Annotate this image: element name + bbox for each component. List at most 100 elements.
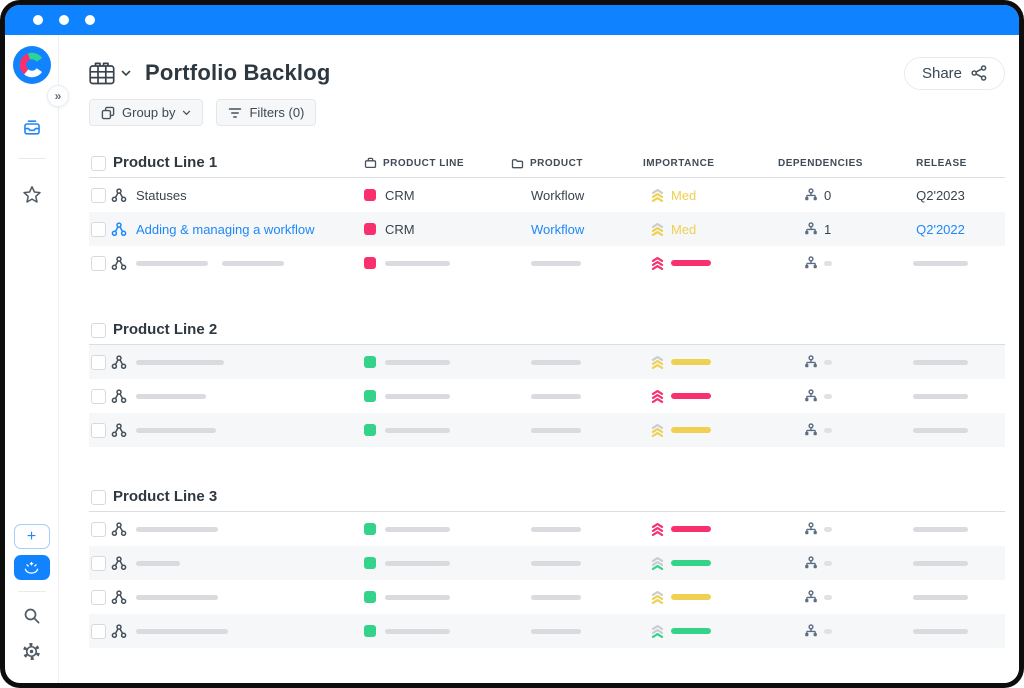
skeleton-importance-bar — [671, 359, 711, 365]
group-checkbox-cell — [89, 322, 109, 338]
table-row[interactable] — [89, 580, 1005, 614]
product-line-cell — [361, 257, 506, 269]
column-header-release[interactable]: RELEASE — [896, 158, 1005, 169]
product-line-cell: CRM — [361, 222, 506, 237]
group-title: Product Line 3 — [113, 488, 218, 505]
sidebar-divider — [17, 591, 46, 592]
skeleton-importance-bar — [671, 260, 711, 266]
table-row[interactable] — [89, 379, 1005, 413]
group-by-icon — [101, 106, 115, 120]
importance-chevrons-icon — [651, 389, 664, 403]
dependencies-cell — [776, 590, 896, 604]
row-checkbox[interactable] — [91, 155, 106, 171]
row-checkbox[interactable] — [91, 489, 106, 505]
row-checkbox[interactable] — [91, 221, 106, 237]
app-logo[interactable] — [12, 46, 51, 84]
skeleton-bar — [531, 560, 581, 566]
dependencies-icon — [804, 222, 818, 236]
table-row[interactable]: Statuses CRM Workflow Med 0 Q2'2023 — [89, 178, 1005, 212]
window-control-dot[interactable] — [33, 15, 43, 25]
table-row[interactable] — [89, 413, 1005, 447]
skeleton-bar — [136, 427, 216, 433]
skeleton-bar — [385, 359, 450, 365]
column-header-dependencies[interactable]: DEPENDENCIES — [776, 158, 896, 169]
favorites-star-icon[interactable] — [22, 185, 42, 205]
release-cell — [896, 393, 1005, 399]
row-checkbox[interactable] — [91, 555, 106, 571]
item-name-cell — [109, 354, 361, 370]
row-checkbox[interactable] — [91, 388, 106, 404]
settings-gear-icon[interactable] — [22, 642, 41, 661]
table-row[interactable] — [89, 614, 1005, 648]
importance-label: Med — [671, 187, 697, 203]
product-line-color-swatch — [364, 424, 376, 436]
release-cell — [896, 628, 1005, 634]
dependencies-icon — [804, 256, 818, 270]
skeleton-bar — [913, 526, 968, 532]
inbox-icon[interactable] — [23, 119, 41, 137]
node-icon — [111, 388, 127, 404]
dependencies-icon — [804, 624, 818, 638]
share-button[interactable]: Share — [903, 56, 1005, 90]
row-checkbox[interactable] — [91, 589, 106, 605]
window-control-dot[interactable] — [59, 15, 69, 25]
skeleton-bar — [385, 427, 450, 433]
view-type-switcher[interactable] — [89, 62, 131, 85]
importance-cell — [641, 423, 776, 437]
dependencies-count: 1 — [824, 221, 832, 237]
dependencies-cell — [776, 624, 896, 638]
skeleton-bar — [136, 260, 208, 266]
skeleton-bar — [824, 359, 832, 365]
dependencies-icon — [804, 188, 818, 202]
row-checkbox-cell — [89, 354, 109, 370]
dependencies-cell — [776, 389, 896, 403]
importance-chevrons-icon — [651, 355, 664, 369]
table-row[interactable] — [89, 246, 1005, 280]
skeleton-bar — [824, 594, 832, 600]
importance-chevrons-icon — [651, 256, 664, 270]
node-icon — [111, 555, 127, 571]
skeleton-bar — [824, 393, 832, 399]
row-checkbox[interactable] — [91, 255, 106, 271]
sidebar-expand-button[interactable]: » — [47, 85, 69, 107]
add-button[interactable]: + — [13, 524, 50, 549]
row-checkbox[interactable] — [91, 623, 106, 639]
table-row[interactable] — [89, 345, 1005, 379]
table-row[interactable] — [89, 546, 1005, 580]
column-header-importance[interactable]: IMPORTANCE — [641, 158, 776, 169]
share-button-label: Share — [921, 64, 962, 82]
product-line-cell — [361, 523, 506, 535]
column-header-product-line[interactable]: PRODUCT LINE — [361, 157, 506, 169]
skeleton-bar — [531, 427, 581, 433]
row-checkbox[interactable] — [91, 322, 106, 338]
row-checkbox[interactable] — [91, 422, 106, 438]
table-row[interactable]: Adding & managing a workflow CRM Workflow M… — [89, 212, 1005, 246]
importance-cell — [641, 522, 776, 536]
group-checkbox-cell — [89, 489, 109, 505]
column-header-product[interactable]: PRODUCT — [506, 158, 641, 169]
dependencies-icon — [804, 522, 818, 536]
dependencies-cell: 0 — [776, 188, 896, 203]
product-line-color-swatch — [364, 557, 376, 569]
product-line-color-swatch — [364, 356, 376, 368]
release-label: Q2'2023 — [916, 187, 965, 203]
product-label: Workflow — [531, 187, 585, 203]
release-cell — [896, 359, 1005, 365]
skeleton-bar — [913, 560, 968, 566]
filters-button[interactable]: Filters (0) — [216, 99, 317, 126]
window-control-dot[interactable] — [85, 15, 95, 25]
table-row[interactable] — [89, 512, 1005, 546]
row-checkbox[interactable] — [91, 354, 106, 370]
whats-new-button[interactable] — [13, 555, 50, 580]
share-icon — [971, 65, 987, 81]
group-by-button[interactable]: Group by — [89, 99, 204, 126]
row-checkbox[interactable] — [91, 521, 106, 537]
search-icon[interactable] — [23, 607, 41, 625]
skeleton-bar — [824, 260, 832, 266]
product-line-cell — [361, 424, 506, 436]
product-cell — [506, 427, 641, 433]
skeleton-importance-bar — [671, 594, 711, 600]
item-name-cell — [109, 422, 361, 438]
item-name: Adding & managing a workflow — [136, 221, 315, 237]
row-checkbox[interactable] — [91, 187, 106, 203]
